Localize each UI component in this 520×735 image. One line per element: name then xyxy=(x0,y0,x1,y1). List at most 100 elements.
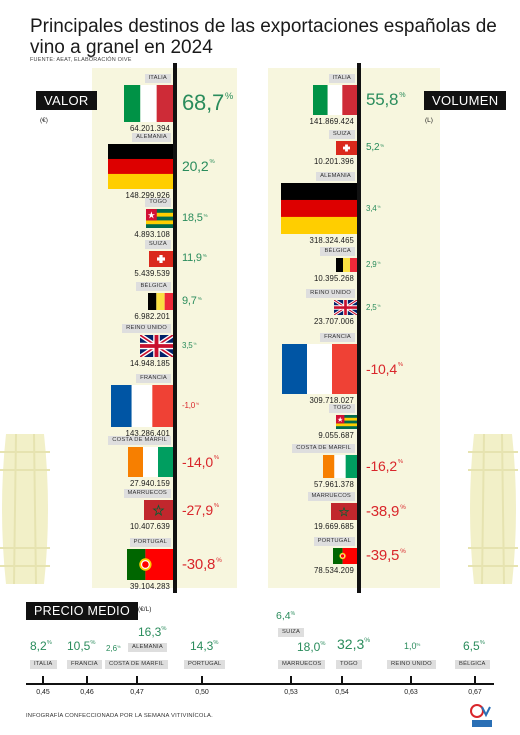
valor-alemania-change: 20,2% xyxy=(182,158,215,175)
precio-costa-de-marfil-country-label: COSTA DE MARFIL xyxy=(105,660,168,669)
valor-alemania-country-label: ALEMANIA xyxy=(132,133,171,142)
valor-unit: (€) xyxy=(40,117,48,124)
volumen-francia-country-label: FRANCIA xyxy=(320,333,355,342)
precio-medio-unit: (€/L) xyxy=(138,606,152,613)
pt-flag-icon xyxy=(333,548,357,564)
valor-suiza-change: 11,9% xyxy=(182,252,207,265)
volumen-marruecos-value: 19.669.685 xyxy=(313,522,354,531)
precio-francia-change: 10,5% xyxy=(67,639,96,653)
volumen-alemania-change: 3,4% xyxy=(366,203,381,213)
tick-0-53 xyxy=(290,676,292,684)
volumen-costa-de-marfil-value: 57.961.378 xyxy=(313,480,354,489)
barrel-right-icon xyxy=(468,434,518,584)
precio-suiza-country-label: SUIZA xyxy=(278,628,305,637)
valor-belgica-change: 9,7% xyxy=(182,294,202,307)
pt-flag-icon xyxy=(127,549,173,580)
be-flag-icon xyxy=(148,293,173,310)
precio-italia-change: 8,2% xyxy=(30,639,52,653)
valor-italia-change: 68,7% xyxy=(182,90,234,116)
volumen-portugal-value: 78.534.209 xyxy=(313,566,354,575)
fr-flag-icon xyxy=(282,344,357,394)
volumen-costa-de-marfil-change: -16,2% xyxy=(366,458,403,475)
precio-marruecos-change: 18,0% xyxy=(297,640,326,654)
valor-label: VALOR xyxy=(36,91,97,110)
tick-0-47 xyxy=(136,676,138,684)
valor-togo-change: 18,5% xyxy=(182,211,208,224)
fr-flag-icon xyxy=(111,385,173,427)
precio-medio-label: PRECIO MEDIO xyxy=(26,602,138,620)
precio-portugal-change: 14,3% xyxy=(190,639,219,653)
volumen-belgica-change: 2,9% xyxy=(366,260,381,270)
tick-0-46 xyxy=(86,676,88,684)
source-note: FUENTE: AEAT, ELABORACIÓN OIVE xyxy=(30,57,132,63)
valor-italia-value: 64.201.394 xyxy=(129,124,170,133)
tick-0-67 xyxy=(474,676,476,684)
precio-italia-country-label: ITALIA xyxy=(30,660,57,669)
gb-flag-icon xyxy=(334,300,357,315)
valor-francia-value: 143.286.401 xyxy=(125,429,170,438)
ch-flag-icon xyxy=(336,141,357,155)
precio-alemania-change: 16,3% xyxy=(138,625,167,639)
precio-belgica-change: 6,5% xyxy=(463,639,485,653)
precio-belgica-country-label: BÉLGICA xyxy=(455,660,490,669)
volumen-suiza-change: 5,2% xyxy=(366,142,384,153)
volumen-marruecos-change: -38,9% xyxy=(366,502,406,520)
volumen-suiza-value: 10.201.396 xyxy=(313,157,354,166)
volumen-francia-change: -10,4% xyxy=(366,360,403,377)
precio-medio-axis xyxy=(26,683,494,685)
tick-0-50 xyxy=(201,676,203,684)
tg-flag-icon xyxy=(146,209,173,228)
volumen-label: VOLUMEN xyxy=(424,91,507,110)
volumen-italia-change: 55,8% xyxy=(366,89,406,109)
valor-togo-country-label: TOGO xyxy=(145,198,171,207)
valor-suiza-country-label: SUIZA xyxy=(144,240,171,249)
tick-0-45 xyxy=(42,676,44,684)
precio-alemania-country-label: ALEMANIA xyxy=(128,643,167,652)
precio-suiza-change: 6,4% xyxy=(276,610,296,622)
volumen-reino-unido-country-label: REINO UNIDO xyxy=(306,289,355,298)
volumen-alemania-country-label: ALEMANIA xyxy=(316,172,355,181)
valor-portugal-change: -30,8% xyxy=(182,555,222,573)
valor-suiza-value: 5.439.539 xyxy=(134,269,170,278)
ci-flag-icon xyxy=(128,447,173,477)
volumen-portugal-change: -39,5% xyxy=(366,547,406,564)
volumen-italia-value: 141.869.424 xyxy=(309,117,354,126)
volumen-reino-unido-change: 2,5% xyxy=(366,302,381,312)
valor-togo-value: 4.893.108 xyxy=(134,230,170,239)
tick-label-0-54: 0,54 xyxy=(335,689,349,696)
tick-label-0-67: 0,67 xyxy=(468,689,482,696)
precio-reino-unido-country-label: REINO UNIDO xyxy=(387,660,436,669)
barrel-left-icon xyxy=(0,434,50,584)
valor-francia-country-label: FRANCIA xyxy=(136,374,171,383)
precio-costa-de-marfil-change: 2,6% xyxy=(106,644,121,653)
valor-axis xyxy=(173,63,177,593)
tick-label-0-46: 0,46 xyxy=(80,689,94,696)
volumen-alemania-value: 318.324.465 xyxy=(309,236,354,245)
valor-reino-unido-value: 14.948.185 xyxy=(129,359,170,368)
valor-portugal-value: 39.104.283 xyxy=(129,582,170,591)
valor-francia-change: -1,0% xyxy=(182,401,199,411)
volumen-italia-country-label: ITALIA xyxy=(328,74,355,83)
precio-reino-unido-change: 1,0% xyxy=(404,641,421,651)
tick-label-0-53: 0,53 xyxy=(284,689,298,696)
tick-label-0-47: 0,47 xyxy=(130,689,144,696)
it-flag-icon xyxy=(313,85,357,115)
valor-italia-country-label: ITALIA xyxy=(144,74,171,83)
de-flag-icon xyxy=(281,183,357,234)
tick-label-0-63: 0,63 xyxy=(404,689,418,696)
valor-marruecos-change: -27,9% xyxy=(182,501,219,518)
it-flag-icon xyxy=(124,85,173,122)
valor-reino-unido-change: 3,5% xyxy=(182,341,197,351)
volumen-togo-country-label: TOGO xyxy=(329,404,355,413)
precio-togo-change: 32,3% xyxy=(337,636,371,652)
ma-flag-icon xyxy=(331,503,357,520)
valor-reino-unido-country-label: REINO UNIDO xyxy=(122,324,171,333)
ma-flag-icon xyxy=(144,500,173,520)
ch-flag-icon xyxy=(149,251,173,267)
be-flag-icon xyxy=(336,258,357,272)
valor-costa-de-marfil-value: 27.940.159 xyxy=(129,479,170,488)
volumen-belgica-country-label: BÉLGICA xyxy=(320,247,355,256)
tick-0-63 xyxy=(410,676,412,684)
valor-costa-de-marfil-change: -14,0% xyxy=(182,453,219,470)
volumen-unit: (L) xyxy=(425,117,433,124)
